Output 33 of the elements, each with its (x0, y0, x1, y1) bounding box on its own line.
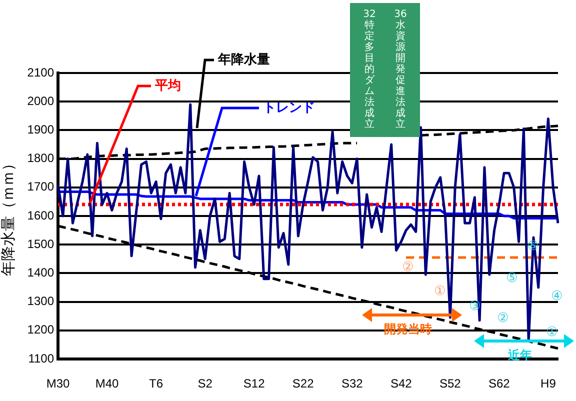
y-tick-label: 1400 (27, 266, 54, 280)
note-box: 32 特定多目的ダム法成立 36 水資源開発促進法成立 (350, 3, 420, 137)
annotation: ⑥ (527, 239, 539, 254)
annotation: ② (497, 311, 509, 326)
x-tick-label: M40 (95, 376, 120, 391)
annotation: ① (434, 284, 446, 299)
y-tick-label: 2000 (27, 94, 54, 108)
x-tick-label: S22 (292, 376, 314, 391)
y-tick-label: 1700 (27, 180, 54, 194)
x-tick-label: T6 (149, 376, 164, 391)
x-tick-label: S2 (198, 376, 213, 391)
y-axis-title: 年降水量（ｍｍ） (0, 156, 18, 276)
annotation: ④ (551, 289, 563, 304)
x-tick-label: M30 (46, 376, 70, 391)
annotation: ② (402, 260, 414, 275)
y-tick-label: 2100 (27, 65, 54, 80)
y-tick-label: 1900 (27, 122, 54, 137)
annotation: ⑤ (506, 271, 518, 286)
x-tick-label: S32 (341, 376, 364, 391)
x-tick-label: S52 (439, 376, 462, 391)
x-tick-label: S62 (488, 376, 510, 391)
x-tick-label: H9 (540, 376, 556, 391)
y-tick-label: 1200 (27, 322, 54, 337)
text: 平均 (154, 78, 181, 94)
y-tick-label: 1300 (27, 294, 54, 308)
y-tick-label: 1600 (27, 208, 54, 222)
x-tick-label: S12 (243, 376, 266, 391)
y-tick-label: 1100 (28, 351, 54, 366)
y-tick-label: 1800 (27, 151, 54, 166)
text: 年降水量 (217, 52, 270, 68)
text: トレンド (263, 100, 315, 116)
x-tick-label: S42 (390, 376, 412, 391)
y-tick-label: 1500 (27, 236, 54, 251)
